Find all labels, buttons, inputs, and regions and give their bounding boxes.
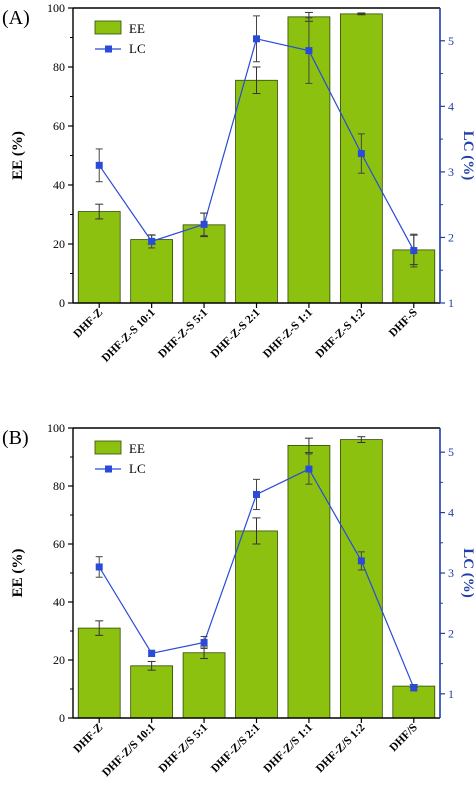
legend-ee-swatch <box>94 20 122 35</box>
y-tick-label: 80 <box>53 479 65 493</box>
ee-bar <box>339 439 383 719</box>
y2-tick-label: 1 <box>448 296 454 310</box>
y-tick-label: 0 <box>59 711 65 725</box>
y-tick-label: 20 <box>53 653 65 667</box>
y2-tick-label: 5 <box>448 445 454 459</box>
lc-point <box>148 237 156 245</box>
ee-bar <box>235 79 278 304</box>
lc-point <box>410 247 418 255</box>
y-tick-label: 40 <box>53 595 65 609</box>
x-category-label: DHF-Z/S 10:1 <box>100 721 158 779</box>
ee-bar <box>130 665 174 719</box>
legend-lc-marker <box>105 45 112 53</box>
x-category-label: DHF-Z/S 1:2 <box>314 721 368 775</box>
y-tick-label: 60 <box>53 537 65 551</box>
lc-point <box>200 220 208 228</box>
lc-point <box>305 465 313 473</box>
legend-ee-label: EE <box>129 441 145 456</box>
y2-axis-title: LC (%) <box>460 548 474 598</box>
y2-tick-label: 4 <box>448 506 454 520</box>
x-category-label: DHF-Z-S 10:1 <box>100 306 158 364</box>
lc-point <box>357 557 365 565</box>
legend-ee-label: EE <box>129 21 145 36</box>
y2-tick-label: 1 <box>448 687 454 701</box>
lc-point <box>305 47 313 55</box>
lc-point <box>200 638 208 646</box>
x-category-label: DHF-Z/S 1:1 <box>262 721 316 775</box>
y-tick-label: 80 <box>53 60 65 74</box>
lc-point <box>95 563 103 571</box>
y2-tick-label: 4 <box>448 99 454 113</box>
y-tick-label: 40 <box>53 178 65 192</box>
lc-point <box>148 649 156 657</box>
y-tick-label: 100 <box>47 1 65 15</box>
y-tick-label: 0 <box>59 296 65 310</box>
x-category-label: DHF-Z-S 2:1 <box>209 306 263 360</box>
lc-point <box>357 150 365 158</box>
y2-tick-label: 3 <box>448 566 454 580</box>
panel-label: (B) <box>2 427 29 449</box>
lc-point <box>410 684 418 692</box>
ee-bar <box>77 627 121 719</box>
ee-bar <box>287 444 331 719</box>
x-category-label: DHF-Z <box>72 306 106 340</box>
y-tick-label: 20 <box>53 237 65 251</box>
lc-point <box>95 161 103 169</box>
y-tick-label: 100 <box>47 421 65 435</box>
y2-axis-title: LC (%) <box>460 131 474 181</box>
x-category-label: DHF-Z <box>72 721 106 755</box>
ee-bar <box>182 652 226 719</box>
panel-label: (A) <box>2 7 30 29</box>
ee-bar <box>130 239 174 304</box>
legend-lc-label: LC <box>129 41 146 56</box>
y-tick-label: 60 <box>53 119 65 133</box>
x-category-label: DHF-Z-S 1:1 <box>261 306 315 360</box>
y2-tick-label: 3 <box>448 165 454 179</box>
x-category-label: DHF-Z/S 2:1 <box>209 721 263 775</box>
x-category-label: DHF-S <box>387 307 420 340</box>
ee-bar <box>77 211 121 304</box>
x-category-label: DHF/S <box>387 722 419 754</box>
x-category-label: DHF-Z/S 5:1 <box>157 721 211 775</box>
legend-lc-marker <box>105 465 112 473</box>
ee-bar <box>392 685 436 719</box>
legend-ee-swatch <box>94 440 122 455</box>
y2-tick-label: 2 <box>448 230 454 244</box>
x-category-label: DHF-Z-S 1:2 <box>314 306 368 360</box>
y-axis-title: EE (%) <box>10 131 26 180</box>
lc-point <box>253 35 260 43</box>
y2-tick-label: 2 <box>448 626 454 640</box>
ee-bar <box>235 530 278 719</box>
y2-tick-label: 5 <box>448 34 454 48</box>
y-axis-title: EE (%) <box>10 549 26 598</box>
x-category-label: DHF-Z-S 5:1 <box>156 306 210 360</box>
lc-point <box>253 490 260 498</box>
legend-lc-label: LC <box>129 461 146 476</box>
